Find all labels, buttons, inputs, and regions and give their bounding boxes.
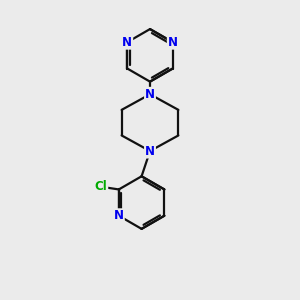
Text: N: N <box>122 36 132 49</box>
Text: Cl: Cl <box>94 180 107 193</box>
Text: N: N <box>145 88 155 101</box>
Text: N: N <box>145 145 155 158</box>
Text: N: N <box>168 36 178 49</box>
Text: N: N <box>114 209 124 222</box>
